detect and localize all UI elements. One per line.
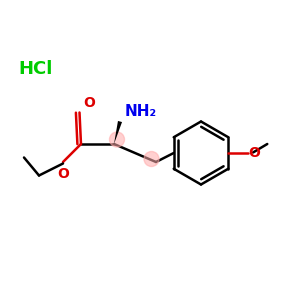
Text: O: O	[248, 146, 260, 160]
Circle shape	[110, 132, 124, 147]
Text: HCl: HCl	[19, 60, 53, 78]
Circle shape	[144, 152, 159, 166]
Text: O: O	[83, 96, 95, 110]
Text: O: O	[58, 167, 70, 182]
Text: NH₂: NH₂	[124, 103, 157, 118]
Polygon shape	[114, 121, 122, 144]
